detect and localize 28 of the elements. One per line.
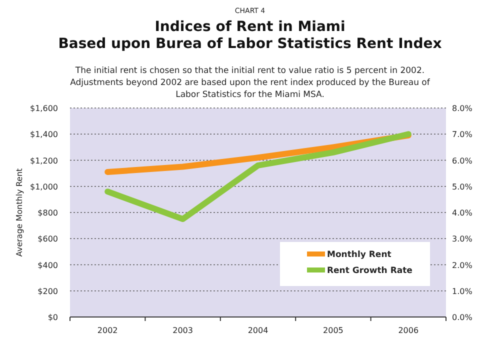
y2-tick-label: 7.0% xyxy=(452,130,473,140)
legend-label: Rent Growth Rate xyxy=(327,266,413,276)
chart-title: Indices of Rent in Miami Based upon Burea of Labor Statistics Rent Index xyxy=(58,19,442,52)
y-tick-label: $1,400 xyxy=(30,130,58,140)
chart-subtitle: The initial rent is chosen so that the initial rent to value ratio is 5 percent in 2002. Adjustments beyond 2002 are based upon the rent index produced by the Bureau of Labor Statistics for the Miami MSA. xyxy=(70,66,431,100)
y-tick-label: $0 xyxy=(48,313,58,322)
y-tick-label: $1,600 xyxy=(30,104,58,113)
y2-tick-label: 3.0% xyxy=(452,234,473,244)
y-tick-label: $200 xyxy=(38,286,58,296)
x-tick-label: 2006 xyxy=(398,326,419,335)
y2-tick-label: 1.0% xyxy=(452,286,473,296)
x-tick-label: 2004 xyxy=(248,326,268,335)
y2-tick-label: 4.0% xyxy=(452,208,473,218)
y-tick-label: $1,000 xyxy=(30,182,58,192)
y2-tick-label: 6.0% xyxy=(452,156,473,166)
y2-tick-label: 8.0% xyxy=(452,104,473,113)
y2-tick-label: 0.0% xyxy=(452,313,473,322)
y2-tick-label: 2.0% xyxy=(452,260,473,270)
x-tick-label: 2002 xyxy=(97,326,118,335)
y-tick-label: $400 xyxy=(38,260,58,270)
x-tick-label: 2005 xyxy=(323,326,344,335)
y-tick-label: $1,200 xyxy=(30,156,58,166)
y-tick-label: $600 xyxy=(38,234,58,244)
y-axis-title: Average Monthly Rent xyxy=(15,168,24,257)
x-tick-label: 2003 xyxy=(172,326,193,335)
legend-label: Monthly Rent xyxy=(327,250,392,260)
y2-tick-label: 5.0% xyxy=(452,182,473,192)
y-tick-label: $800 xyxy=(38,208,58,218)
